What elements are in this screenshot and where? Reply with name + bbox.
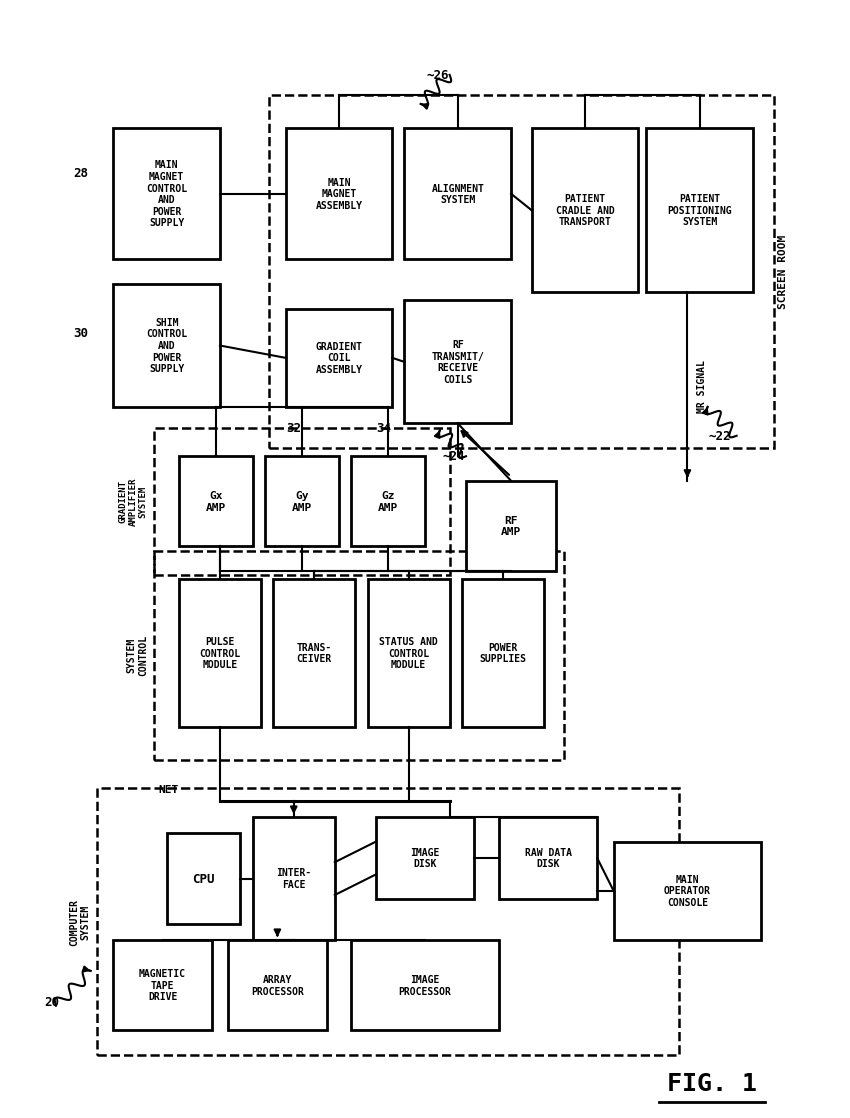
Bar <box>376 817 474 899</box>
Bar <box>351 940 499 1031</box>
Bar <box>265 456 339 547</box>
Bar <box>614 842 762 940</box>
Bar <box>367 579 450 727</box>
Text: POWER
SUPPLIES: POWER SUPPLIES <box>479 643 526 664</box>
Text: NET: NET <box>158 784 178 794</box>
Text: IMAGE
DISK: IMAGE DISK <box>411 847 439 869</box>
Text: GRADIENT
AMPLIFIER
SYSTEM: GRADIENT AMPLIFIER SYSTEM <box>118 477 148 525</box>
Bar <box>113 284 220 407</box>
Bar <box>405 301 511 424</box>
Text: SYSTEM
CONTROL: SYSTEM CONTROL <box>126 635 148 676</box>
Bar <box>462 579 544 727</box>
Text: 28: 28 <box>73 168 88 180</box>
Bar <box>113 940 212 1031</box>
Text: GRADIENT
COIL
ASSEMBLY: GRADIENT COIL ASSEMBLY <box>315 342 362 375</box>
Text: COMPUTER
SYSTEM: COMPUTER SYSTEM <box>69 898 90 945</box>
Bar <box>167 834 241 923</box>
Text: IMAGE
PROCESSOR: IMAGE PROCESSOR <box>399 975 451 996</box>
Text: CPU: CPU <box>192 872 215 885</box>
Text: PULSE
CONTROL
MODULE: PULSE CONTROL MODULE <box>200 636 241 670</box>
Text: ~24: ~24 <box>443 451 465 463</box>
Bar <box>155 428 450 576</box>
Text: INTER-
FACE: INTER- FACE <box>276 868 311 890</box>
Bar <box>228 940 326 1031</box>
Bar <box>113 129 220 259</box>
Text: RF
TRANSMIT/
RECEIVE
COILS: RF TRANSMIT/ RECEIVE COILS <box>431 340 484 385</box>
Bar <box>179 456 252 547</box>
Bar <box>286 129 392 259</box>
Text: 32: 32 <box>286 421 301 434</box>
Bar <box>405 129 511 259</box>
Bar <box>351 456 425 547</box>
Text: ~22: ~22 <box>709 429 732 443</box>
Text: TRANS-
CEIVER: TRANS- CEIVER <box>297 643 332 664</box>
Text: PATIENT
POSITIONING
SYSTEM: PATIENT POSITIONING SYSTEM <box>667 195 732 227</box>
Text: RAW DATA
DISK: RAW DATA DISK <box>524 847 571 869</box>
Bar <box>252 817 335 940</box>
Text: ALIGNMENT
SYSTEM: ALIGNMENT SYSTEM <box>431 183 484 205</box>
Bar <box>269 96 774 448</box>
Text: 20: 20 <box>44 995 60 1008</box>
Text: STATUS AND
CONTROL
MODULE: STATUS AND CONTROL MODULE <box>379 636 438 670</box>
Text: MAIN
OPERATOR
CONSOLE: MAIN OPERATOR CONSOLE <box>664 874 711 908</box>
Bar <box>499 817 598 899</box>
Text: MAIN
MAGNET
CONTROL
AND
POWER
SUPPLY: MAIN MAGNET CONTROL AND POWER SUPPLY <box>146 160 187 228</box>
Text: MAGNETIC
TAPE
DRIVE: MAGNETIC TAPE DRIVE <box>139 968 186 1002</box>
Text: ARRAY
PROCESSOR: ARRAY PROCESSOR <box>251 975 303 996</box>
Bar <box>531 129 638 293</box>
Text: PATIENT
CRADLE AND
TRANSPORT: PATIENT CRADLE AND TRANSPORT <box>556 195 615 227</box>
Text: 30: 30 <box>73 328 88 340</box>
Text: MR SIGNAL: MR SIGNAL <box>697 360 707 414</box>
Bar <box>155 551 564 760</box>
Text: FIG. 1: FIG. 1 <box>667 1072 757 1096</box>
Text: SCREEN ROOM: SCREEN ROOM <box>778 235 788 310</box>
Text: 34: 34 <box>377 421 392 434</box>
Bar <box>179 579 261 727</box>
Text: Gx
AMP: Gx AMP <box>206 491 226 512</box>
Text: RF
AMP: RF AMP <box>501 515 521 537</box>
Bar <box>466 481 556 571</box>
Text: MAIN
MAGNET
ASSEMBLY: MAIN MAGNET ASSEMBLY <box>315 178 362 211</box>
Bar <box>286 309 392 407</box>
Text: Gy
AMP: Gy AMP <box>292 491 312 512</box>
Bar <box>647 129 753 293</box>
Text: Gz
AMP: Gz AMP <box>378 491 398 512</box>
Text: SHIM
CONTROL
AND
POWER
SUPPLY: SHIM CONTROL AND POWER SUPPLY <box>146 318 187 375</box>
Bar <box>274 579 355 727</box>
Bar <box>97 788 679 1055</box>
Text: ~26: ~26 <box>426 69 449 82</box>
